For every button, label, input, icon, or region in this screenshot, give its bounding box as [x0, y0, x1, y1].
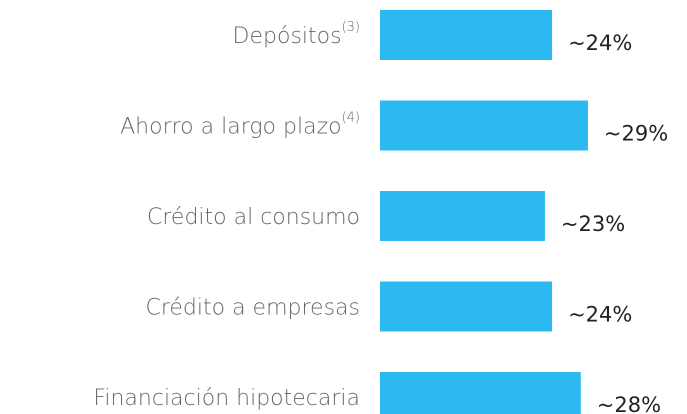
category-name: Depósitos — [233, 24, 342, 49]
category-name: Crédito al consumo — [147, 205, 360, 230]
bar — [380, 281, 553, 332]
bar — [380, 372, 581, 414]
value-label: ~23% — [561, 212, 625, 236]
value-label: ~24% — [568, 303, 632, 327]
category-name: Crédito a empresas — [145, 296, 360, 321]
value-label: ~28% — [597, 393, 661, 414]
category-name: Ahorro a largo plazo — [120, 115, 341, 140]
value-label: ~24% — [568, 31, 632, 55]
bar — [380, 10, 553, 60]
category-label: Depósitos(3) — [233, 20, 360, 49]
footnote-ref: (3) — [342, 20, 360, 35]
category-label: Crédito a empresas — [145, 296, 360, 321]
bar — [380, 100, 588, 151]
category-label: Ahorro a largo plazo(4) — [120, 111, 360, 140]
bar — [380, 191, 545, 241]
value-label: ~29% — [604, 122, 668, 146]
category-label: Financiación hipotecaria — [93, 386, 360, 411]
category-name: Financiación hipotecaria — [93, 386, 360, 411]
category-label: Crédito al consumo — [147, 205, 360, 230]
footnote-ref: (4) — [342, 111, 360, 126]
